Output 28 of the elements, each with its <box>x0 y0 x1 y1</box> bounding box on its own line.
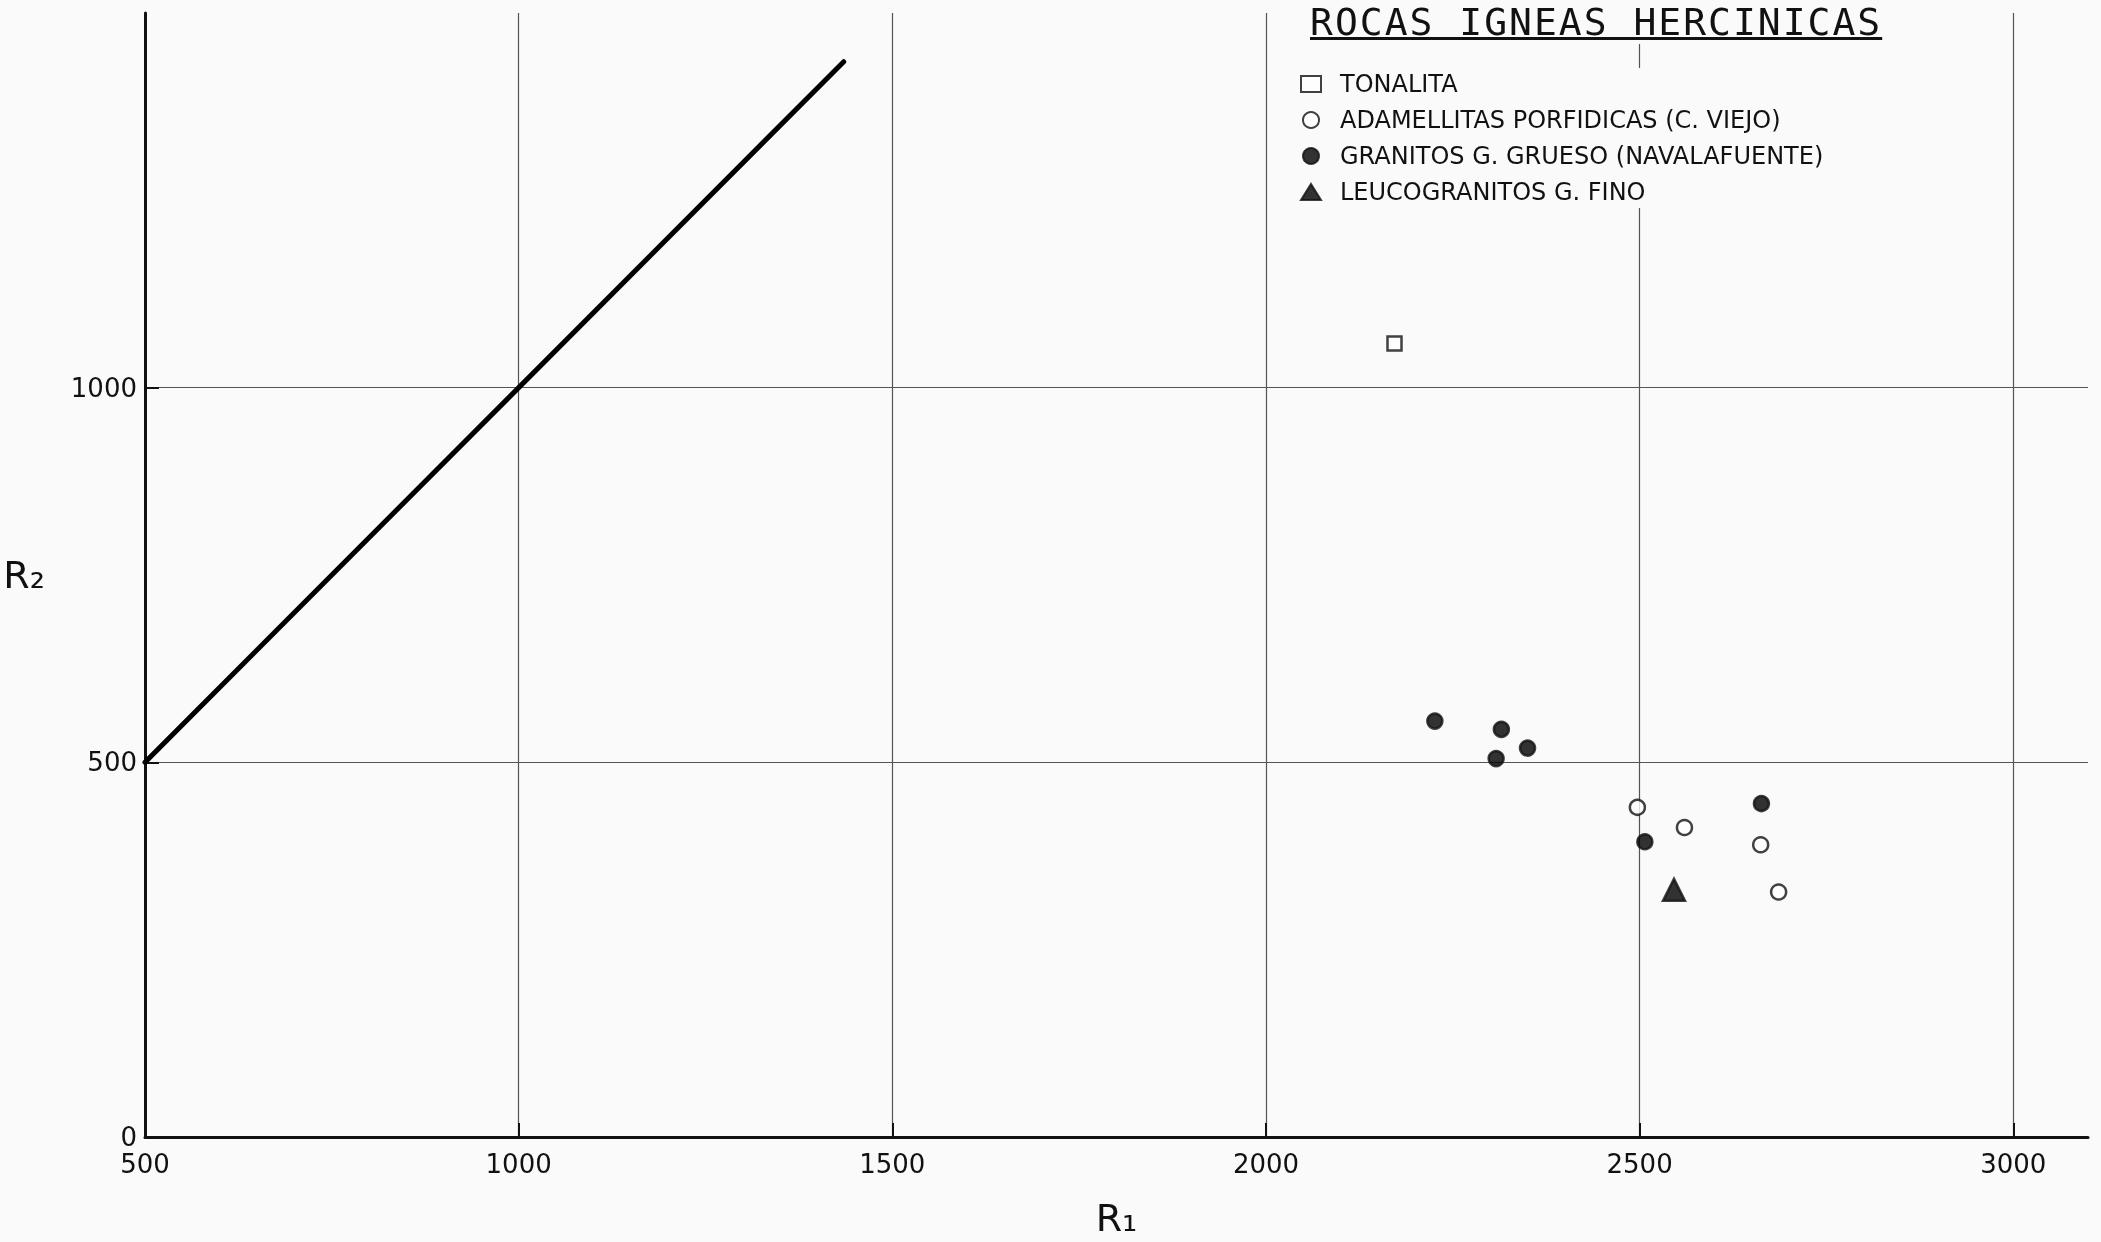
x-tick-label: 1000 <box>485 1149 552 1179</box>
point <box>1518 739 1537 757</box>
x-tick-label: 2000 <box>1232 1149 1300 1179</box>
point <box>1426 712 1444 730</box>
x-tick-label: 3000 <box>1980 1149 2047 1179</box>
point <box>1661 877 1687 902</box>
legend-label: GRANITOS G. GRUESO (NAVALAFUENTE) <box>1340 142 1824 170</box>
legend-label: TONALITA <box>1339 70 1459 98</box>
y-axis-title: R₂ <box>3 553 45 597</box>
point <box>1752 794 1771 813</box>
point <box>1386 335 1403 352</box>
chart-title: ROCAS IGNEAS HERCINICAS <box>1302 0 1891 44</box>
x-tick-label: 1500 <box>859 1149 926 1179</box>
legend-label: ADAMELLITAS PORFIDICAS (C. VIEJO) <box>1340 106 1781 134</box>
point <box>1492 720 1511 739</box>
point <box>1636 833 1654 851</box>
x-tick-label: 2500 <box>1606 1149 1673 1179</box>
y-tick-label: 1000 <box>70 372 137 403</box>
point <box>1751 836 1770 854</box>
y-tick-label: 0 <box>120 1122 137 1152</box>
x-tick-label: 500 <box>120 1149 170 1179</box>
point <box>1487 749 1505 768</box>
point <box>1628 798 1647 817</box>
x-axis-title: R₁ <box>1095 1196 1138 1240</box>
point <box>1769 883 1788 901</box>
legend-label: LEUCOGRANITOS G. FINO <box>1340 178 1646 206</box>
point <box>1675 818 1694 837</box>
y-tick-label: 500 <box>87 747 137 778</box>
